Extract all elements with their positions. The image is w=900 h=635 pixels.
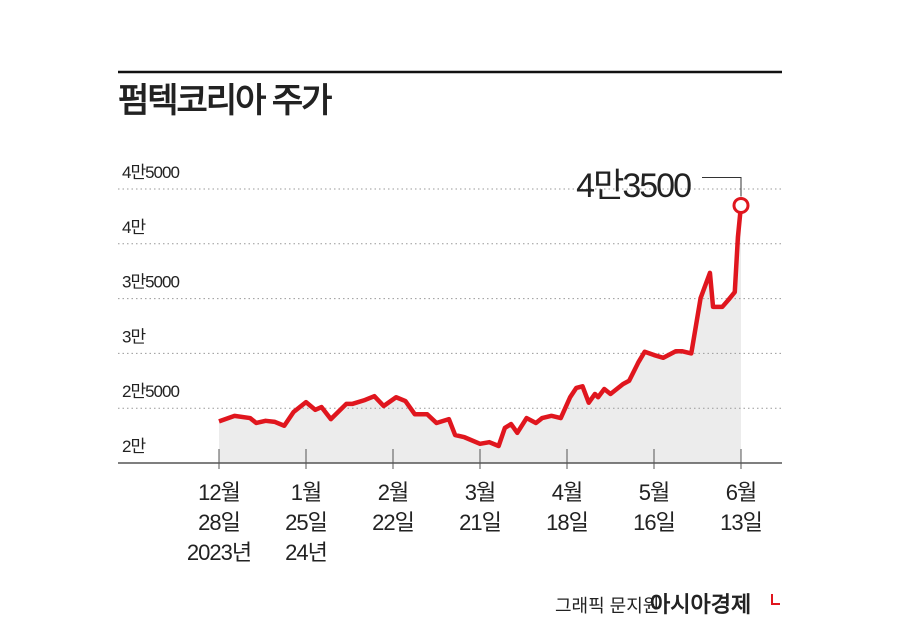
x-tick-label: 2월 <box>378 480 408 505</box>
x-tick-label: 16일 <box>633 510 675 535</box>
area <box>219 205 741 463</box>
x-tick-label: 1월 <box>291 480 321 505</box>
x-tick-label: 22일 <box>372 510 414 535</box>
credit: 그래픽 문지원 <box>555 596 659 616</box>
y-tick-label: 4만5000 <box>122 163 179 182</box>
line <box>218 205 744 449</box>
y-tick-label: 2만 <box>122 437 146 456</box>
brand: 아시아경제 <box>650 592 751 617</box>
x-tick-label: 24년 <box>285 540 327 565</box>
end-point <box>732 196 750 214</box>
x-tick-label: 13일 <box>720 510 762 535</box>
y-tick-label: 2만5000 <box>122 382 179 401</box>
y-tick-label: 4만 <box>122 218 146 237</box>
brand-icon <box>771 594 780 605</box>
x-tick-label: 4월 <box>552 480 582 505</box>
x-tick-label: 18일 <box>546 510 588 535</box>
chart-title: 펌텍코리아 주가 <box>118 82 332 120</box>
y-tick-label: 3만5000 <box>122 273 179 292</box>
x-tick-label: 28일 <box>198 510 240 535</box>
y-tick-label: 3만 <box>122 327 146 346</box>
leader <box>702 176 742 197</box>
x-tick-label: 3월 <box>465 480 495 505</box>
x-tick-label: 25일 <box>285 510 327 535</box>
x-tick-label: 21일 <box>459 510 501 535</box>
x-tick-label: 2023년 <box>187 540 251 565</box>
annotation: 4만3500 <box>576 167 691 205</box>
x-tick-label: 12월 <box>198 480 240 505</box>
x-tick-label: 6월 <box>726 480 756 505</box>
x-tick-label: 5월 <box>639 480 669 505</box>
